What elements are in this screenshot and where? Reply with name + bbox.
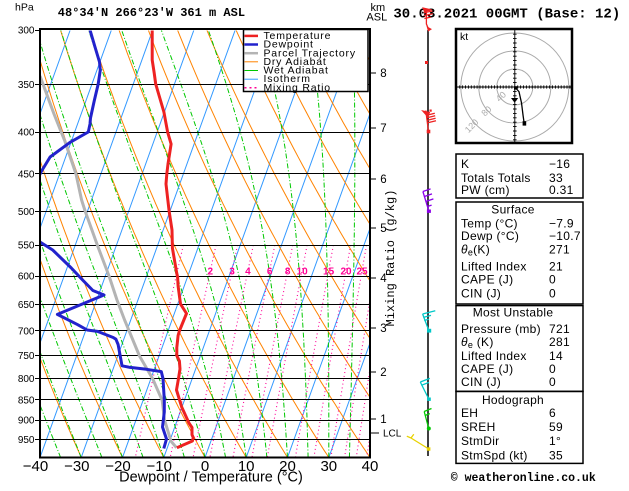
svg-text:500: 500 [18, 207, 35, 218]
svg-text:0: 0 [549, 362, 556, 376]
svg-text:PW (cm): PW (cm) [461, 183, 510, 197]
svg-text:−30: −30 [64, 458, 89, 475]
svg-text:550: 550 [18, 241, 35, 252]
svg-text:350: 350 [18, 80, 35, 91]
svg-text:0.31: 0.31 [549, 183, 574, 197]
svg-text:30.03.2021 00GMT (Base: 12): 30.03.2021 00GMT (Base: 12) [393, 7, 620, 23]
svg-text:300: 300 [18, 26, 35, 37]
svg-text:0: 0 [549, 375, 556, 389]
svg-text:14: 14 [549, 349, 563, 363]
svg-text:1: 1 [380, 414, 386, 426]
svg-text:Temperature: Temperature [264, 30, 332, 42]
svg-text:21: 21 [549, 260, 563, 274]
svg-text:Lifted Index: Lifted Index [461, 260, 527, 274]
svg-text:400: 400 [18, 128, 35, 139]
svg-text:450: 450 [18, 170, 35, 181]
svg-text:20: 20 [340, 267, 352, 278]
svg-text:35: 35 [549, 449, 563, 463]
svg-text:Mixing Ratio: Mixing Ratio [264, 82, 331, 94]
svg-text:33: 33 [549, 171, 563, 185]
svg-text:0: 0 [549, 287, 556, 301]
svg-text:EH: EH [461, 406, 478, 420]
svg-text:Wet Adiabat: Wet Adiabat [264, 65, 329, 77]
svg-text:CAPE (J): CAPE (J) [461, 273, 513, 287]
svg-text:Dewp (°C): Dewp (°C) [461, 229, 519, 243]
svg-text:Dry Adiabat: Dry Adiabat [264, 56, 327, 68]
svg-text:10: 10 [297, 267, 309, 278]
svg-text:15: 15 [323, 267, 335, 278]
svg-text:48°34'N 266°23'W 361 m ASL: 48°34'N 266°23'W 361 m ASL [58, 6, 245, 20]
svg-text:8: 8 [380, 68, 386, 80]
svg-text:6: 6 [380, 174, 386, 186]
svg-text:Surface: Surface [491, 203, 534, 217]
svg-text:600: 600 [18, 272, 35, 283]
svg-text:900: 900 [18, 416, 35, 427]
svg-text:−10: −10 [146, 458, 171, 475]
svg-text:4: 4 [380, 273, 387, 285]
svg-text:km: km [371, 2, 386, 14]
svg-text:θe(K): θe(K) [461, 243, 490, 258]
svg-text:StmSpd (kt): StmSpd (kt) [461, 449, 528, 463]
svg-text:Isotherm: Isotherm [264, 73, 311, 85]
svg-text:kt: kt [460, 31, 468, 43]
svg-text:5: 5 [380, 223, 386, 235]
svg-text:10: 10 [238, 458, 255, 475]
svg-text:−7.9: −7.9 [549, 217, 574, 231]
svg-text:8: 8 [285, 267, 291, 278]
svg-text:SREH: SREH [461, 420, 496, 434]
svg-text:CIN (J): CIN (J) [461, 375, 501, 389]
svg-text:θe (K): θe (K) [461, 335, 494, 350]
svg-text:−20: −20 [105, 458, 130, 475]
svg-text:Pressure (mb): Pressure (mb) [461, 322, 541, 336]
svg-text:30: 30 [320, 458, 337, 475]
svg-text:Totals Totals: Totals Totals [461, 171, 531, 185]
svg-text:Most Unstable: Most Unstable [473, 306, 554, 320]
svg-text:−10.7: −10.7 [549, 229, 581, 243]
svg-text:2: 2 [380, 367, 386, 379]
svg-text:25: 25 [356, 267, 368, 278]
svg-text:ASL: ASL [366, 12, 387, 24]
svg-text:Dewpoint / Temperature (°C): Dewpoint / Temperature (°C) [119, 470, 303, 486]
svg-text:© weatheronline.co.uk: © weatheronline.co.uk [451, 472, 596, 485]
svg-text:1°: 1° [549, 434, 561, 448]
svg-text:Hodograph: Hodograph [482, 393, 544, 407]
svg-text:Mixing Ratio (g/kg): Mixing Ratio (g/kg) [384, 190, 398, 327]
svg-text:0: 0 [201, 458, 209, 475]
svg-text:281: 281 [549, 335, 570, 349]
svg-text:Parcel Trajectory: Parcel Trajectory [264, 47, 356, 59]
svg-text:650: 650 [18, 300, 35, 311]
svg-text:800: 800 [18, 374, 35, 385]
svg-text:271: 271 [549, 243, 570, 257]
svg-text:7: 7 [380, 123, 386, 135]
svg-text:59: 59 [549, 420, 563, 434]
svg-text:StmDir: StmDir [461, 434, 499, 448]
svg-text:3: 3 [229, 267, 235, 278]
svg-text:750: 750 [18, 351, 35, 362]
svg-text:700: 700 [18, 326, 35, 337]
svg-text:Lifted Index: Lifted Index [461, 349, 527, 363]
svg-text:20: 20 [279, 458, 296, 475]
svg-text:hPa: hPa [15, 2, 34, 14]
svg-text:0: 0 [549, 273, 556, 287]
svg-text:6: 6 [549, 406, 556, 420]
svg-text:CIN (J): CIN (J) [461, 287, 501, 301]
svg-text:K: K [461, 157, 469, 171]
svg-text:950: 950 [18, 435, 35, 446]
svg-text:CAPE (J): CAPE (J) [461, 362, 513, 376]
svg-text:−40: −40 [23, 458, 48, 475]
svg-text:3: 3 [380, 323, 386, 335]
svg-text:Temp (°C): Temp (°C) [461, 217, 518, 231]
svg-text:Dewpoint: Dewpoint [264, 39, 314, 51]
svg-text:40: 40 [362, 458, 379, 475]
svg-text:4: 4 [245, 267, 251, 278]
svg-text:6: 6 [267, 267, 273, 278]
svg-text:850: 850 [18, 395, 35, 406]
svg-text:−16: −16 [549, 157, 570, 171]
svg-text:2: 2 [208, 267, 214, 278]
svg-text:LCL: LCL [383, 429, 402, 440]
svg-text:721: 721 [549, 322, 570, 336]
